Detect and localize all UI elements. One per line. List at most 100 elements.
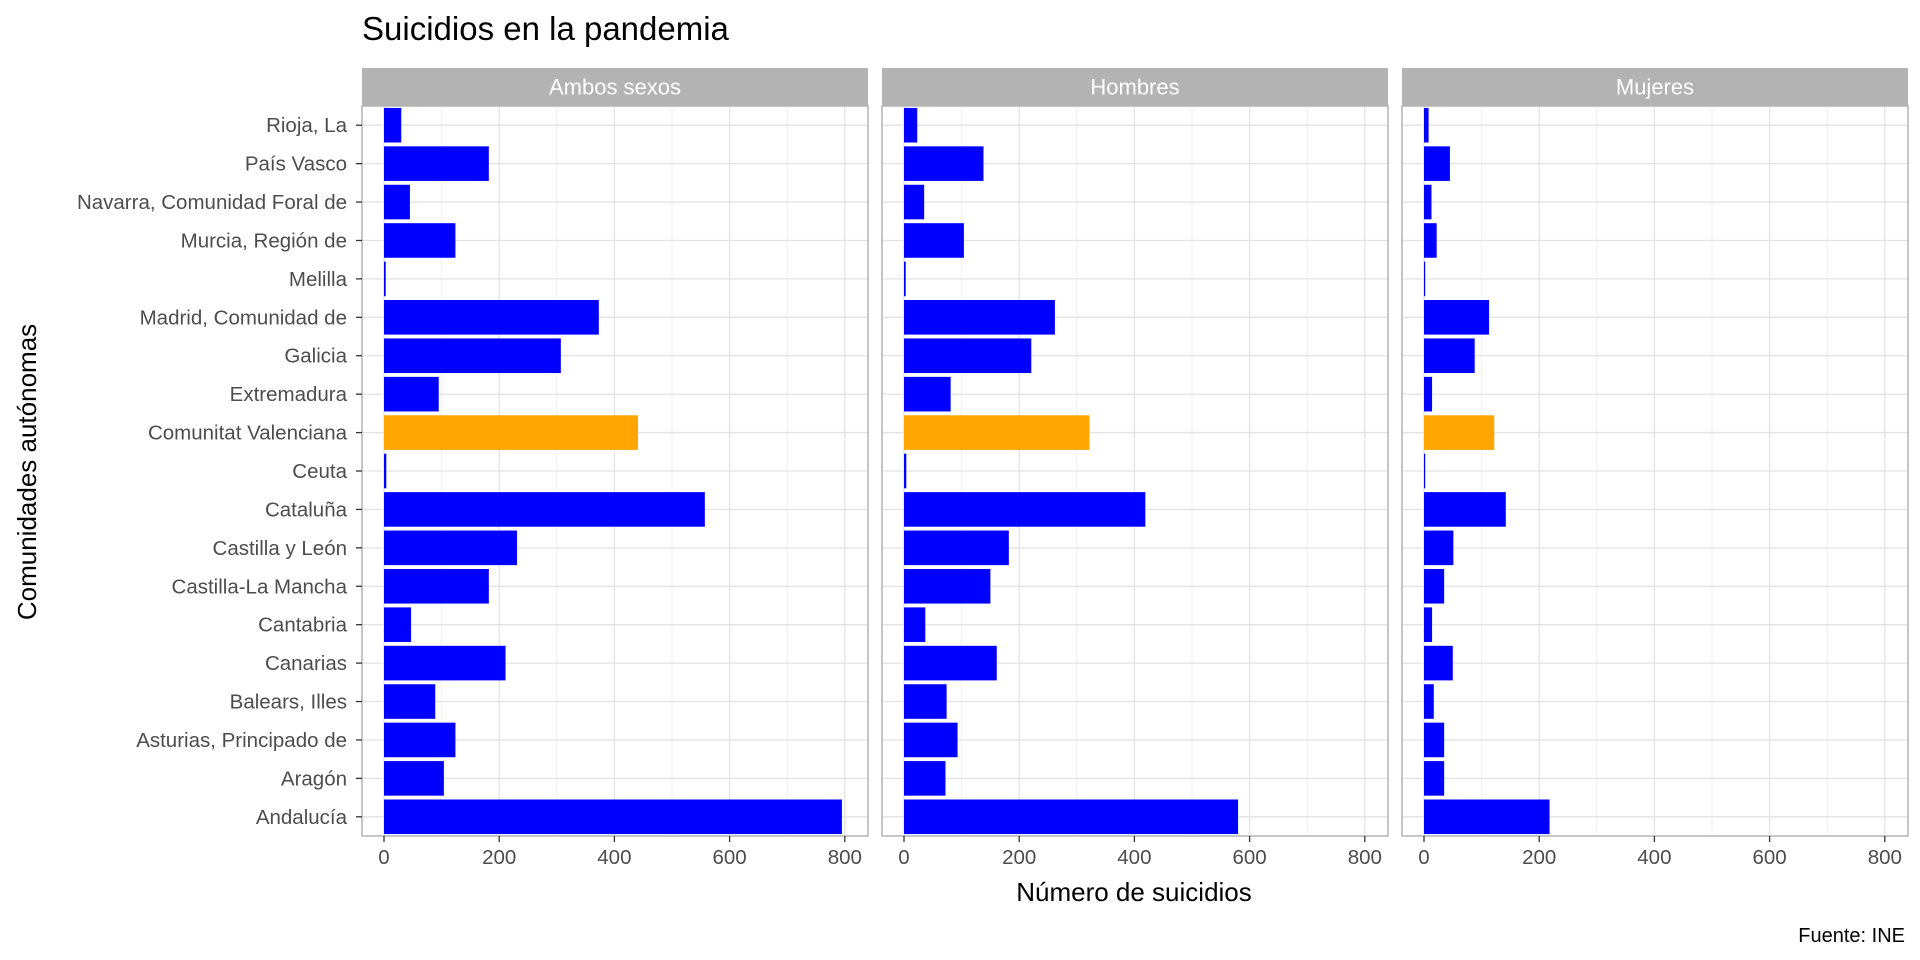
bar bbox=[384, 338, 561, 374]
bar bbox=[384, 261, 386, 297]
x-tick-label: 600 bbox=[1232, 846, 1266, 869]
x-tick-label: 600 bbox=[1752, 846, 1786, 869]
y-axis-labels: Rioja, La País Vasco Navarra, Comunidad Fo… bbox=[77, 114, 362, 829]
x-tick-label: 600 bbox=[712, 846, 746, 869]
x-tick-label: 800 bbox=[828, 846, 862, 869]
x-tick-label: 200 bbox=[1002, 846, 1036, 869]
y-tick-label: Canarias bbox=[265, 652, 347, 675]
bar bbox=[384, 184, 410, 220]
facet-strip bbox=[1402, 68, 1908, 106]
bar bbox=[1424, 261, 1426, 297]
x-tick-label: 0 bbox=[898, 846, 909, 869]
facet-panel: Hombres 0 200 400 600 800 bbox=[881, 68, 1389, 869]
x-tick-label: 800 bbox=[1868, 846, 1902, 869]
bar bbox=[384, 645, 506, 681]
x-tick-label: 800 bbox=[1348, 846, 1382, 869]
y-tick-label: Castilla-La Mancha bbox=[172, 575, 348, 598]
bar bbox=[1424, 146, 1450, 181]
y-tick-label: Andalucía bbox=[256, 806, 348, 829]
x-tick-label: 400 bbox=[597, 846, 631, 869]
bar bbox=[384, 722, 456, 758]
facet-strip-label: Mujeres bbox=[1616, 75, 1694, 100]
bar bbox=[384, 107, 402, 143]
bar bbox=[1424, 415, 1495, 450]
bar bbox=[1424, 799, 1550, 835]
y-tick-label: Rioja, La bbox=[266, 114, 348, 137]
bar bbox=[384, 453, 387, 489]
y-tick-label: Ceuta bbox=[292, 460, 347, 483]
bar bbox=[1424, 568, 1445, 604]
facet-strip bbox=[882, 68, 1388, 106]
facet-panel: Ambos sexos 0 200 400 600 800 bbox=[361, 68, 869, 869]
x-axis-title: Número de suicidios bbox=[1016, 877, 1252, 907]
bar bbox=[904, 184, 925, 220]
x-tick-label: 400 bbox=[1637, 846, 1671, 869]
facet-panel: Mujeres 0 200 400 600 800 bbox=[1401, 68, 1909, 869]
bar bbox=[1424, 376, 1433, 412]
bar bbox=[904, 568, 991, 604]
bar bbox=[1424, 184, 1432, 220]
y-tick-label: Melilla bbox=[289, 268, 348, 291]
facet-strip-label: Hombres bbox=[1090, 75, 1179, 100]
y-tick-label: Asturias, Principado de bbox=[136, 729, 347, 752]
caption: Fuente: INE bbox=[1798, 925, 1905, 947]
bar bbox=[384, 607, 412, 642]
bar bbox=[1424, 722, 1445, 758]
bar bbox=[384, 146, 489, 181]
y-tick-label: Comunitat Valenciana bbox=[148, 422, 348, 445]
x-tick-label: 0 bbox=[1418, 846, 1429, 869]
bar bbox=[384, 415, 639, 450]
bar bbox=[384, 684, 436, 719]
y-tick-label: Cataluña bbox=[265, 498, 348, 521]
y-tick-label: Castilla y León bbox=[213, 537, 347, 560]
y-tick-label: Navarra, Comunidad Foral de bbox=[77, 191, 347, 214]
bar bbox=[904, 607, 926, 642]
bar bbox=[384, 799, 842, 835]
bar bbox=[1424, 607, 1433, 642]
x-tick-label: 200 bbox=[482, 846, 516, 869]
bar bbox=[904, 415, 1090, 450]
y-tick-label: Aragón bbox=[281, 767, 347, 790]
facet-strip-label: Ambos sexos bbox=[549, 75, 681, 100]
bar bbox=[1424, 223, 1437, 258]
bar bbox=[904, 799, 1239, 835]
bar bbox=[904, 645, 997, 681]
x-tick-label: 400 bbox=[1117, 846, 1151, 869]
chart-title: Suicidios en la pandemia bbox=[362, 10, 730, 47]
bar bbox=[904, 453, 907, 489]
bar bbox=[904, 530, 1009, 566]
bar bbox=[1424, 492, 1506, 527]
y-tick-label: Madrid, Comunidad de bbox=[140, 306, 347, 329]
bar bbox=[384, 761, 444, 796]
facet-strip bbox=[362, 68, 868, 106]
bar bbox=[904, 492, 1146, 527]
y-tick-label: Balears, Illes bbox=[230, 691, 347, 714]
y-tick-label: Cantabria bbox=[258, 614, 347, 637]
bar bbox=[1424, 300, 1490, 335]
x-tick-label: 200 bbox=[1522, 846, 1556, 869]
bar bbox=[904, 107, 918, 143]
bar bbox=[904, 338, 1032, 374]
bar bbox=[1424, 338, 1475, 374]
bar bbox=[384, 568, 489, 604]
bar bbox=[384, 376, 439, 412]
bar bbox=[904, 261, 906, 297]
bar bbox=[384, 223, 456, 258]
bar bbox=[384, 300, 599, 335]
bar bbox=[1424, 645, 1453, 681]
bar bbox=[1424, 761, 1445, 796]
bar bbox=[904, 722, 958, 758]
bar bbox=[904, 761, 946, 796]
y-tick-label: País Vasco bbox=[245, 153, 347, 176]
y-tick-label: Extremadura bbox=[230, 383, 348, 406]
bar bbox=[1424, 453, 1426, 489]
bar bbox=[904, 684, 947, 719]
bar bbox=[1424, 107, 1429, 143]
bar bbox=[904, 223, 964, 258]
bar bbox=[384, 492, 705, 527]
x-tick-label: 0 bbox=[378, 846, 389, 869]
bar bbox=[904, 300, 1055, 335]
facet-panels: Ambos sexos 0 200 400 600 800 Hombres 0 200 400 60… bbox=[361, 68, 1909, 869]
bar bbox=[1424, 530, 1454, 566]
bar bbox=[904, 146, 984, 181]
